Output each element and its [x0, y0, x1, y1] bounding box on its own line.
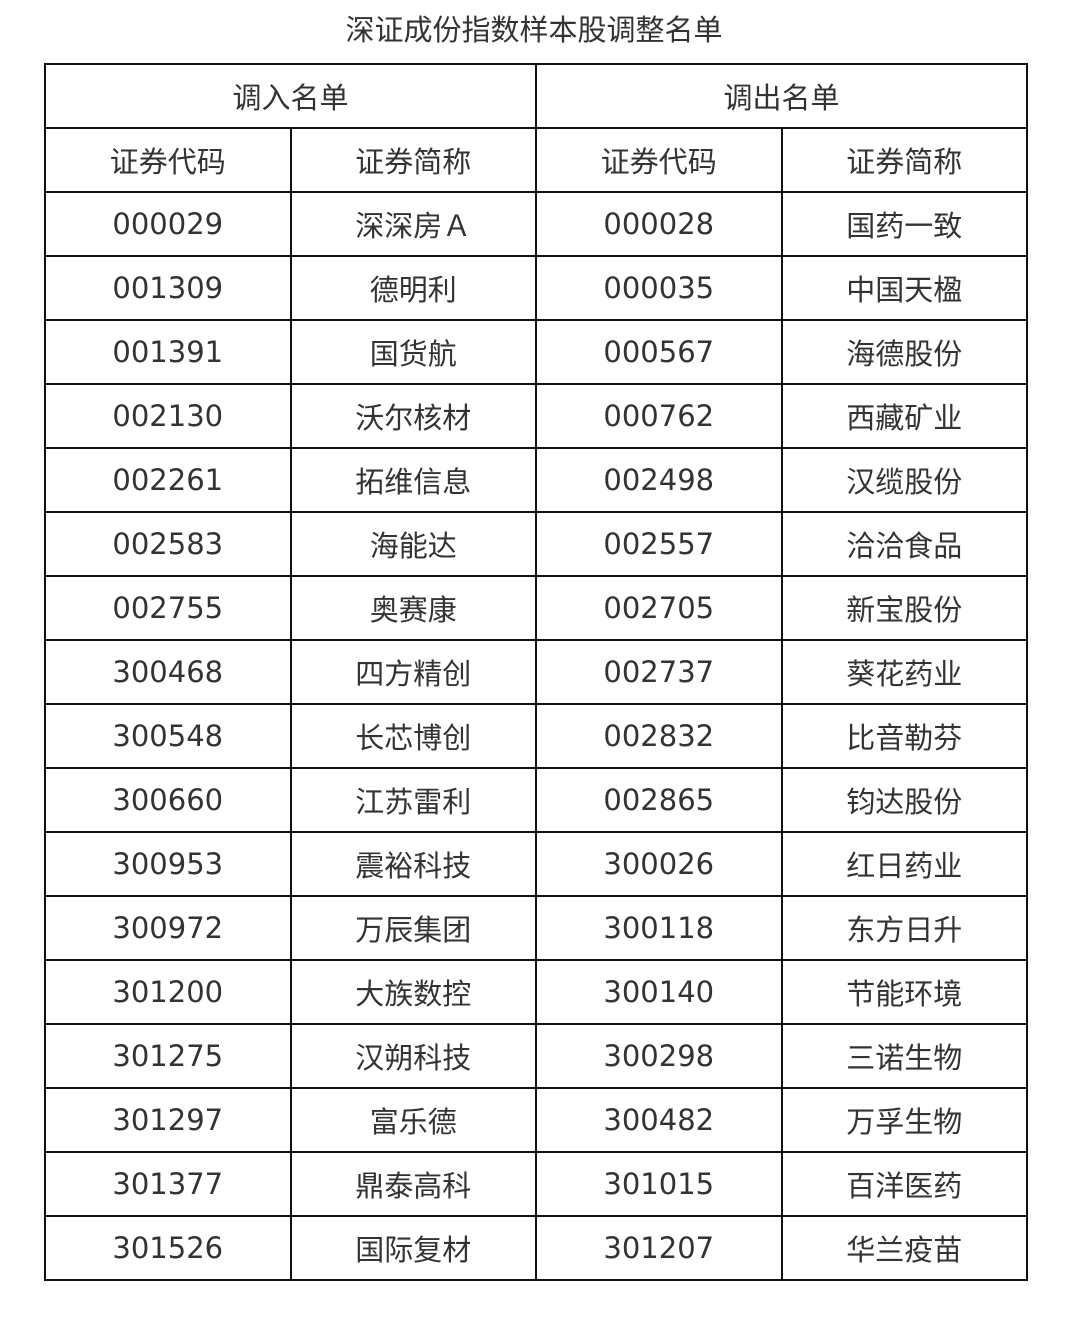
table-row: 000029 深深房Ａ 000028 国药一致: [44, 191, 1028, 257]
in-name-cell: 万辰集团: [289, 895, 537, 961]
out-name-cell: 葵花药业: [780, 639, 1028, 705]
out-name-cell: 节能环境: [780, 959, 1028, 1025]
table-row: 001309 德明利 000035 中国天楹: [44, 255, 1028, 321]
out-code-cell: 002557: [535, 511, 783, 577]
in-code-cell: 301526: [44, 1215, 292, 1281]
out-name-cell: 三诺生物: [780, 1023, 1028, 1089]
in-name-cell: 深深房Ａ: [289, 191, 537, 257]
out-name-cell: 华兰疫苗: [780, 1215, 1028, 1281]
in-name-cell: 震裕科技: [289, 831, 537, 897]
out-name-cell: 汉缆股份: [780, 447, 1028, 513]
in-name-cell: 汉朔科技: [289, 1023, 537, 1089]
table-row: 300548 长芯博创 002832 比音勒芬: [44, 703, 1028, 769]
out-name-cell: 红日药业: [780, 831, 1028, 897]
in-code-cell: 301297: [44, 1087, 292, 1153]
out-code-cell: 002498: [535, 447, 783, 513]
table-row: 301297 富乐德 300482 万孚生物: [44, 1087, 1028, 1153]
in-name-cell: 奥赛康: [289, 575, 537, 641]
out-name-cell: 百洋医药: [780, 1151, 1028, 1217]
group-header-in: 调入名单: [44, 63, 537, 129]
table-row: 002130 沃尔核材 000762 西藏矿业: [44, 383, 1028, 449]
out-name-cell: 中国天楹: [780, 255, 1028, 321]
in-code-cell: 001391: [44, 319, 292, 385]
in-code-cell: 300953: [44, 831, 292, 897]
column-header: 证券简称: [289, 127, 537, 193]
in-name-cell: 国货航: [289, 319, 537, 385]
in-code-cell: 301200: [44, 959, 292, 1025]
out-code-cell: 000762: [535, 383, 783, 449]
out-code-cell: 002832: [535, 703, 783, 769]
table-row: 301377 鼎泰高科 301015 百洋医药: [44, 1151, 1028, 1217]
page-title: 深证成份指数样本股调整名单: [345, 13, 723, 47]
column-header: 证券代码: [44, 127, 292, 193]
table-row: 301526 国际复材 301207 华兰疫苗: [44, 1215, 1028, 1281]
column-header: 证券代码: [535, 127, 783, 193]
in-name-cell: 海能达: [289, 511, 537, 577]
in-name-cell: 德明利: [289, 255, 537, 321]
out-code-cell: 300298: [535, 1023, 783, 1089]
out-code-cell: 000028: [535, 191, 783, 257]
table-row: 300660 江苏雷利 002865 钧达股份: [44, 767, 1028, 833]
out-code-cell: 300118: [535, 895, 783, 961]
in-name-cell: 江苏雷利: [289, 767, 537, 833]
table-row: 002261 拓维信息 002498 汉缆股份: [44, 447, 1028, 513]
in-code-cell: 002261: [44, 447, 292, 513]
in-code-cell: 300660: [44, 767, 292, 833]
in-name-cell: 沃尔核材: [289, 383, 537, 449]
in-code-cell: 002583: [44, 511, 292, 577]
column-header-row: 证券代码 证券简称 证券代码 证券简称: [44, 127, 1028, 193]
out-code-cell: 000567: [535, 319, 783, 385]
out-code-cell: 002705: [535, 575, 783, 641]
out-name-cell: 比音勒芬: [780, 703, 1028, 769]
table-row: 300972 万辰集团 300118 东方日升: [44, 895, 1028, 961]
in-code-cell: 002755: [44, 575, 292, 641]
in-code-cell: 000029: [44, 191, 292, 257]
in-name-cell: 鼎泰高科: [289, 1151, 537, 1217]
group-header-row: 调入名单 调出名单: [44, 63, 1028, 129]
table-row: 002583 海能达 002557 洽洽食品: [44, 511, 1028, 577]
out-name-cell: 万孚生物: [780, 1087, 1028, 1153]
group-header-out: 调出名单: [535, 63, 1028, 129]
column-header: 证券简称: [780, 127, 1028, 193]
out-name-cell: 东方日升: [780, 895, 1028, 961]
in-code-cell: 300468: [44, 639, 292, 705]
out-code-cell: 300140: [535, 959, 783, 1025]
in-name-cell: 大族数控: [289, 959, 537, 1025]
table-row: 300953 震裕科技 300026 红日药业: [44, 831, 1028, 897]
table-row: 300468 四方精创 002737 葵花药业: [44, 639, 1028, 705]
out-name-cell: 钧达股份: [780, 767, 1028, 833]
out-code-cell: 300026: [535, 831, 783, 897]
out-name-cell: 西藏矿业: [780, 383, 1028, 449]
adjustment-table: 调入名单 调出名单 证券代码 证券简称 证券代码 证券简称 000029 深深房Ａ…: [44, 63, 1028, 1281]
in-code-cell: 300972: [44, 895, 292, 961]
out-name-cell: 海德股份: [780, 319, 1028, 385]
in-name-cell: 拓维信息: [289, 447, 537, 513]
out-code-cell: 002865: [535, 767, 783, 833]
table-row: 002755 奥赛康 002705 新宝股份: [44, 575, 1028, 641]
table-row: 301200 大族数控 300140 节能环境: [44, 959, 1028, 1025]
table-row: 001391 国货航 000567 海德股份: [44, 319, 1028, 385]
table-row: 301275 汉朔科技 300298 三诺生物: [44, 1023, 1028, 1089]
out-name-cell: 新宝股份: [780, 575, 1028, 641]
in-code-cell: 301377: [44, 1151, 292, 1217]
out-code-cell: 301015: [535, 1151, 783, 1217]
out-code-cell: 002737: [535, 639, 783, 705]
out-code-cell: 301207: [535, 1215, 783, 1281]
in-code-cell: 002130: [44, 383, 292, 449]
in-name-cell: 国际复材: [289, 1215, 537, 1281]
in-name-cell: 富乐德: [289, 1087, 537, 1153]
in-code-cell: 300548: [44, 703, 292, 769]
out-code-cell: 300482: [535, 1087, 783, 1153]
in-name-cell: 长芯博创: [289, 703, 537, 769]
in-name-cell: 四方精创: [289, 639, 537, 705]
in-code-cell: 301275: [44, 1023, 292, 1089]
out-name-cell: 洽洽食品: [780, 511, 1028, 577]
in-code-cell: 001309: [44, 255, 292, 321]
out-name-cell: 国药一致: [780, 191, 1028, 257]
out-code-cell: 000035: [535, 255, 783, 321]
